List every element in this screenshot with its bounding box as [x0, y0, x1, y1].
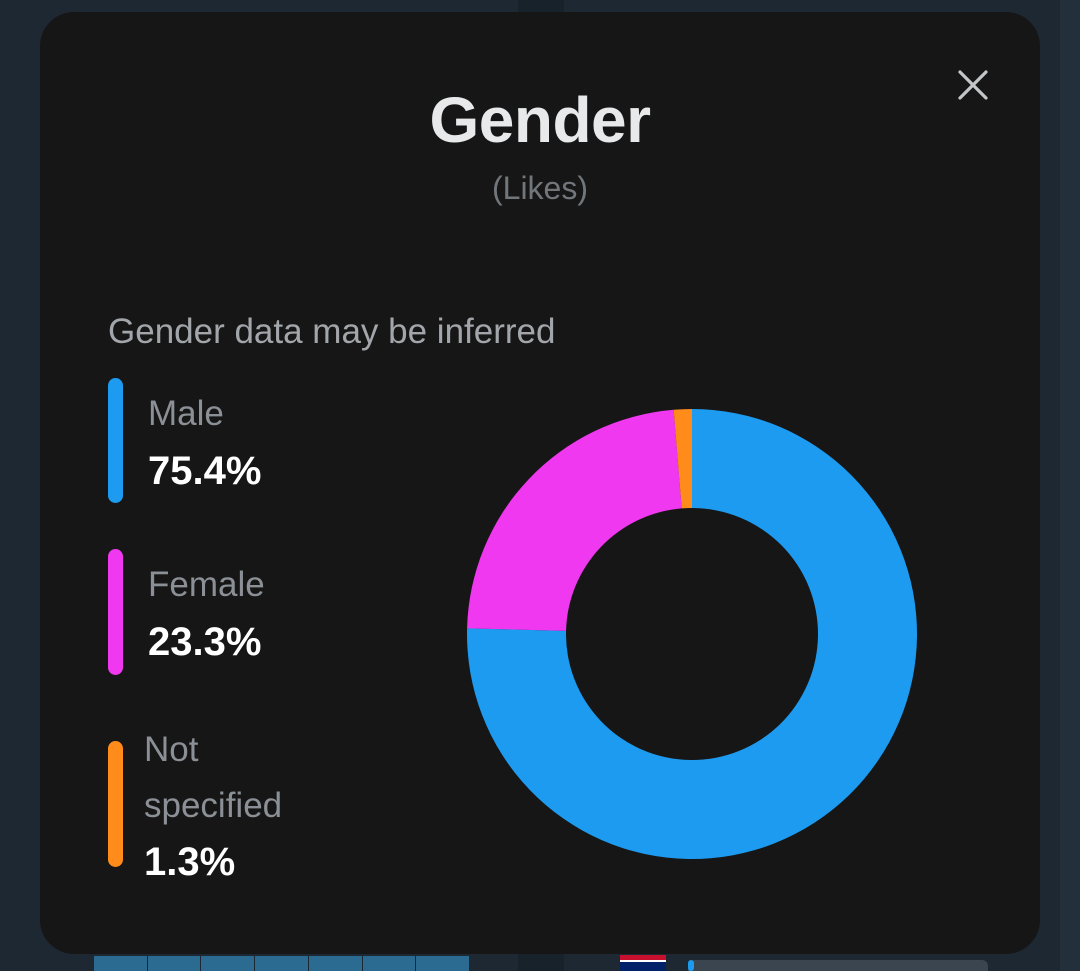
modal-subtitle: (Likes) — [491, 170, 588, 206]
background-chart-strip — [94, 956, 471, 971]
flag-icon — [620, 955, 666, 971]
inferred-data-note: Gender data may be inferred — [108, 312, 556, 351]
legend-color-bar-female — [108, 549, 123, 675]
legend-color-bar-not-specified — [108, 741, 123, 867]
gender-donut-chart — [467, 409, 917, 859]
close-button[interactable] — [940, 52, 1006, 118]
donut-slice-male[interactable] — [467, 409, 917, 859]
close-icon — [958, 70, 988, 100]
scrollbar[interactable] — [1060, 0, 1080, 971]
legend-label-not-specified-line-2: specified — [144, 786, 283, 825]
legend-value-not-specified: 1.3% — [144, 840, 236, 884]
modal-title: Gender — [429, 84, 651, 156]
legend-label-male: Male — [148, 394, 224, 433]
legend-label-not-specified-line-1: Not — [144, 730, 199, 769]
donut-slice-female[interactable] — [467, 409, 682, 631]
gender-modal: Gender (Likes) Gender data may be inferr… — [40, 12, 1040, 954]
background-progress-bar — [688, 960, 988, 971]
legend-label-female: Female — [148, 565, 265, 604]
legend-value-male: 75.4% — [148, 449, 262, 493]
donut-slice-not-specified[interactable] — [673, 409, 692, 509]
legend-color-bar-male — [108, 378, 123, 503]
background-progress-fill — [688, 960, 694, 971]
legend-value-female: 23.3% — [148, 620, 262, 664]
